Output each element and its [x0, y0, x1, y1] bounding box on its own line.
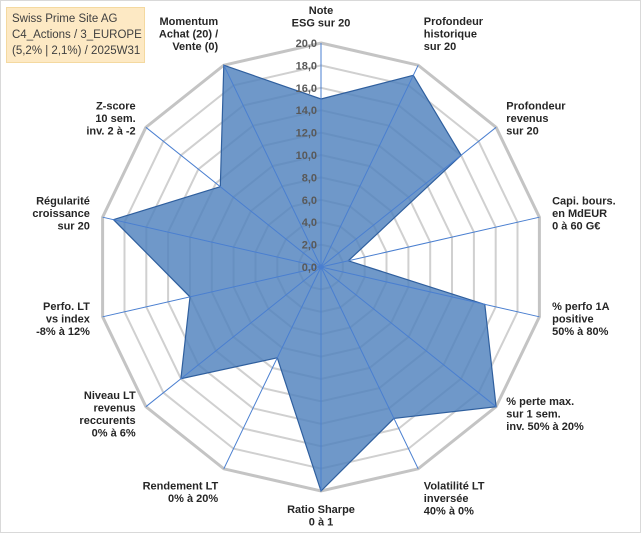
- tick-labels: 0,0 2,0 4,0 6,0 8,0 10,0 12,0 14,0 16,0 18,0 20,0: [296, 38, 317, 274]
- tick-label: 0,0: [302, 262, 317, 274]
- axis-label: Capi. bours. en MdEUR 0 à 60 G€: [552, 196, 616, 233]
- axis-label: Z-score 10 sem. inv. 2 à -2: [86, 101, 135, 138]
- axis-spoke: [223, 266, 322, 470]
- axis-label: Profondeur revenus sur 20: [506, 101, 566, 138]
- info-category: C4_Actions / 3_EUROPE: [12, 29, 142, 41]
- axis-label: Ratio Sharpe 0 à 1: [287, 504, 355, 529]
- axis-spoke: [320, 266, 497, 408]
- axis-spoke: [320, 266, 419, 470]
- axis-spoke: [320, 266, 540, 318]
- tick-label: 4,0: [302, 217, 317, 229]
- spoke-layer: [102, 43, 540, 491]
- axis-spoke: [102, 266, 322, 318]
- axis-label: Note ESG sur 20: [292, 5, 351, 30]
- axis-label: % perte max. sur 1 sem. inv. 50% à 20%: [506, 396, 584, 433]
- axis-label: Rendement LT 0% à 20%: [143, 481, 219, 506]
- axis-label: Perfo. LT vs index -8% à 12%: [36, 301, 91, 338]
- tick-label: 10,0: [296, 150, 317, 162]
- axis-labels: Note ESG sur 20 Profondeur historique sur 20…: [32, 5, 615, 529]
- axis-label: Niveau LT revenus reccurents 0% à 6%: [79, 390, 136, 440]
- tick-label: 8,0: [302, 172, 317, 184]
- axis-spoke: [102, 216, 322, 268]
- axis-label: Momentum Achat (20) / Vente (0): [159, 16, 219, 53]
- axis-spoke: [320, 216, 540, 268]
- tick-label: 18,0: [296, 60, 317, 72]
- axis-spoke: [223, 64, 322, 268]
- tick-label: 12,0: [296, 128, 317, 140]
- info-box: Swiss Prime Site AG C4_Actions / 3_EUROP…: [6, 7, 145, 63]
- tick-label: 2,0: [302, 240, 317, 252]
- axis-label: Volatilité LT inversée 40% à 0%: [424, 481, 485, 518]
- tick-label: 16,0: [296, 83, 317, 95]
- axis-label: Profondeur historique sur 20: [424, 16, 484, 53]
- axis-label: Régularité croissance sur 20: [32, 196, 89, 233]
- tick-label: 6,0: [302, 195, 317, 207]
- axis-label: % perfo 1A positive 50% à 80%: [552, 301, 610, 338]
- info-period: (5,2% | 2,1%) / 2025W31: [12, 45, 141, 57]
- info-company: Swiss Prime Site AG: [12, 13, 118, 25]
- axis-spoke: [145, 266, 322, 408]
- axis-spoke: [145, 126, 322, 268]
- axis-spoke: [320, 126, 497, 268]
- tick-label: 14,0: [296, 105, 317, 117]
- axis-spoke: [320, 64, 419, 268]
- tick-label: 20,0: [296, 38, 317, 50]
